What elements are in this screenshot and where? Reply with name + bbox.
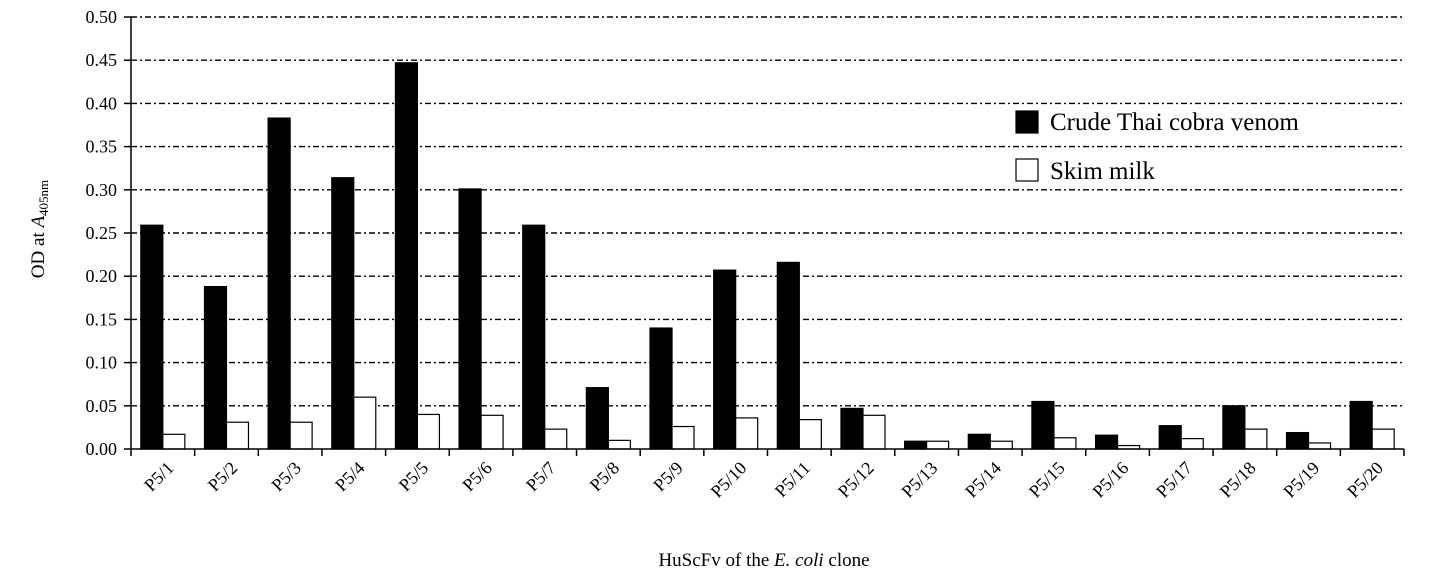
x-tick-label: P5/19 [1280, 458, 1324, 502]
x-tick-label: P5/1 [140, 458, 177, 495]
y-tick-label: 0.30 [86, 180, 118, 200]
y-tick-label: 0.05 [86, 396, 118, 416]
bar-crude-venom [1031, 400, 1055, 450]
bar-skim-milk [735, 417, 759, 450]
y-axis-title-subscript: 405nm [36, 180, 51, 216]
bar-crude-venom [713, 269, 737, 450]
x-tick-label: P5/15 [1025, 458, 1069, 502]
bar-crude-venom [1222, 405, 1246, 450]
bar-skim-milk [1053, 437, 1077, 450]
y-axis-title-prefix: OD at [28, 228, 49, 279]
bar-crude-venom [267, 117, 291, 450]
legend-swatch-skim-milk [1015, 158, 1039, 182]
bar-skim-milk [480, 414, 504, 450]
legend-label-crude-venom: Crude Thai cobra venom [1050, 109, 1299, 136]
bar-skim-milk [416, 413, 441, 450]
bar-skim-milk [671, 425, 695, 450]
bar-skim-milk [989, 440, 1013, 450]
y-tick-label: 0.45 [86, 50, 118, 70]
y-tick-label: 0.50 [86, 7, 118, 27]
bar-crude-venom [140, 224, 164, 450]
bar-crude-venom [522, 224, 546, 450]
x-tick-label: P5/4 [331, 458, 368, 495]
x-tick-label: P5/16 [1089, 458, 1133, 502]
x-tick-label: P5/3 [267, 458, 304, 495]
x-tick-labels: P5/1 P5/2 P5/3 P5/4 P5/5 P5/6 P5/7 P5/8 P5/9 P5/1… [140, 458, 1387, 502]
bar-skim-milk [607, 439, 631, 450]
x-tick-label: P5/9 [649, 458, 686, 495]
bars [140, 62, 1395, 450]
x-tick-label: P5/6 [458, 458, 495, 495]
x-tick-label: P5/7 [522, 458, 559, 495]
bar-crude-venom [394, 62, 419, 450]
x-tick-label: P5/2 [204, 458, 241, 495]
y-tick-label: 0.25 [86, 223, 118, 243]
bar-crude-venom [585, 387, 609, 450]
legend: Crude Thai cobra venom Skim milk [1015, 109, 1299, 185]
bar-crude-venom [840, 407, 864, 450]
gridlines [131, 16, 1404, 407]
bar-skim-milk [162, 433, 186, 450]
bar-crude-venom [331, 177, 355, 450]
x-tick-label: P5/20 [1343, 458, 1387, 502]
bar-skim-milk [225, 421, 250, 450]
bar-crude-venom [1158, 425, 1182, 450]
bar-crude-venom [203, 285, 228, 450]
x-tick-label: P5/8 [586, 458, 623, 495]
y-tick-label: 0.15 [86, 309, 118, 329]
x-axis-title-suffix: clone [824, 550, 870, 571]
x-axis-title-italic: E. coli [773, 550, 824, 571]
x-axis-title: HuScFv of the E. coli clone [658, 550, 869, 571]
bar-crude-venom [1285, 431, 1310, 450]
y-axis-title: OD at A405nm [28, 180, 51, 278]
y-tick-label: 0.35 [86, 137, 118, 157]
bar-skim-milk [1244, 428, 1268, 450]
bar-crude-venom [458, 188, 482, 450]
bar-crude-venom [1349, 400, 1373, 450]
bar-skim-milk [353, 396, 377, 450]
x-tick-label: P5/5 [395, 458, 432, 495]
x-tick-label: P5/10 [707, 458, 751, 502]
bar-skim-milk [544, 428, 568, 450]
x-tick-label: P5/14 [961, 458, 1005, 502]
y-tick-label: 0.10 [86, 353, 118, 373]
x-tick-label: P5/17 [1152, 458, 1196, 502]
x-tick-label: P5/18 [1216, 458, 1260, 502]
x-tick-label: P5/11 [771, 458, 814, 501]
bar-skim-milk [862, 414, 886, 450]
bar-skim-milk [926, 440, 950, 450]
bar-skim-milk [798, 419, 822, 450]
x-axis-title-prefix: HuScFv of the [658, 550, 774, 571]
x-tick-label: P5/13 [898, 458, 942, 502]
bar-skim-milk [1307, 442, 1332, 450]
bar-crude-venom [967, 433, 991, 450]
bar-skim-milk [1371, 428, 1395, 450]
y-tick-label: 0.20 [86, 266, 118, 286]
bar-skim-milk [289, 421, 313, 450]
y-tick-label: 0.40 [86, 93, 118, 113]
y-tick-labels: 0.00 0.05 0.10 0.15 0.20 0.25 0.30 0.35 0.40 0.45… [86, 7, 1405, 459]
bar-crude-venom [649, 327, 673, 450]
bar-skim-milk [1180, 438, 1204, 450]
x-tick-label: P5/12 [834, 458, 878, 502]
bar-crude-venom [904, 440, 928, 450]
bar-crude-venom [1094, 434, 1119, 450]
bar-crude-venom [776, 261, 800, 450]
legend-label-skim-milk: Skim milk [1050, 158, 1155, 185]
legend-swatch-crude-venom [1015, 110, 1039, 134]
y-axis-title-italic: A [28, 216, 49, 230]
y-tick-label: 0.00 [86, 439, 118, 459]
